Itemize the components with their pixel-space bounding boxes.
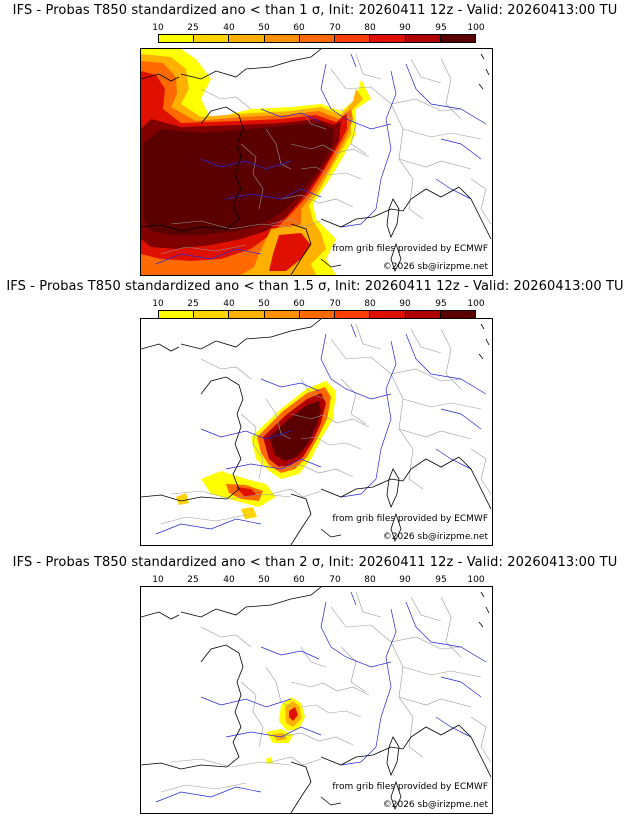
- legend-tick: 40: [223, 23, 235, 33]
- legend-tick: 100: [467, 23, 485, 33]
- legend-swatch: [264, 311, 300, 318]
- legend-swatch: [440, 35, 475, 42]
- legend-tick: 60: [293, 575, 305, 585]
- legend-tick: 50: [258, 23, 270, 33]
- data-credit: from grib files provided by ECMWF: [332, 514, 488, 524]
- probability-field: [141, 49, 371, 275]
- copyright-notice: ©2026 sb@irizpme.net: [382, 800, 488, 810]
- legend-tick: 80: [364, 23, 376, 33]
- legend-tick: 50: [258, 299, 270, 309]
- map-panel-2: IFS - Probas T850 standardized ano < tha…: [0, 276, 630, 552]
- legend-tick: 70: [329, 23, 341, 33]
- color-legend: 10 25 40 50 60 70 80 90 95 100: [152, 23, 485, 45]
- legend-swatch: [370, 311, 406, 318]
- map-canvas: [141, 49, 492, 275]
- legend-tick: 70: [329, 575, 341, 585]
- data-credit: from grib files provided by ECMWF: [332, 782, 488, 792]
- legend-tick: 90: [399, 299, 411, 309]
- map-canvas: [141, 319, 492, 545]
- legend-swatch: [194, 311, 230, 318]
- legend-tick: 50: [258, 575, 270, 585]
- legend-tick: 90: [399, 575, 411, 585]
- legend-tick: 90: [399, 23, 411, 33]
- map-panel-3: IFS - Probas T850 standardized ano < tha…: [0, 552, 630, 828]
- legend-tick: 10: [152, 575, 164, 585]
- legend-tick: 40: [223, 299, 235, 309]
- legend-tick: 95: [435, 299, 447, 309]
- legend-swatch: [159, 311, 195, 318]
- probability-field: [176, 381, 336, 519]
- panel-title: IFS - Probas T850 standardized ano < tha…: [12, 3, 618, 18]
- legend-swatch: [159, 35, 195, 42]
- legend-ticks: 10 25 40 50 60 70 80 90 95 100: [152, 299, 484, 309]
- panel-title: IFS - Probas T850 standardized ano < tha…: [12, 555, 618, 570]
- probability-map: from grib files provided by ECMWF ©2026 …: [140, 48, 493, 276]
- copyright-notice: ©2026 sb@irizpme.net: [382, 532, 488, 542]
- probability-map: from grib files provided by ECMWF ©2026 …: [140, 318, 493, 546]
- legend-swatch: [299, 311, 336, 318]
- map-panel-1: IFS - Probas T850 standardized ano < tha…: [0, 0, 630, 276]
- legend-tick: 60: [293, 23, 305, 33]
- data-credit: from grib files provided by ECMWF: [332, 244, 488, 254]
- legend-tick: 25: [187, 23, 199, 33]
- legend-tick: 10: [152, 299, 164, 309]
- map-canvas: [141, 587, 492, 813]
- panel-title: IFS - Probas T850 standardized ano < tha…: [6, 279, 624, 294]
- legend-tick: 100: [467, 299, 485, 309]
- legend-swatch: [370, 35, 406, 42]
- probability-field: [266, 697, 305, 764]
- legend-swatch: [229, 35, 265, 42]
- legend-swatch: [405, 35, 441, 42]
- legend-swatch: [299, 35, 336, 42]
- legend-tick: 10: [152, 23, 164, 33]
- legend-swatch: [194, 35, 230, 42]
- legend-tick: 80: [364, 575, 376, 585]
- legend-tick: 25: [187, 575, 199, 585]
- legend-tick: 70: [329, 299, 341, 309]
- copyright-notice: ©2026 sb@irizpme.net: [382, 262, 488, 272]
- legend-ticks: 10 25 40 50 60 70 80 90 95 100: [152, 23, 484, 33]
- legend-tick: 25: [187, 299, 199, 309]
- legend-tick: 95: [435, 23, 447, 33]
- legend-swatch: [405, 311, 441, 318]
- legend-tick: 100: [467, 575, 485, 585]
- legend-tick: 80: [364, 299, 376, 309]
- legend-tick: 60: [293, 299, 305, 309]
- legend-colorbar: [158, 34, 476, 43]
- legend-swatch: [264, 35, 300, 42]
- legend-swatch: [229, 311, 265, 318]
- legend-swatch: [440, 311, 475, 318]
- probability-map: from grib files provided by ECMWF ©2026 …: [140, 586, 493, 814]
- legend-tick: 95: [435, 575, 447, 585]
- legend-ticks: 10 25 40 50 60 70 80 90 95 100: [152, 575, 484, 585]
- legend-tick: 40: [223, 575, 235, 585]
- legend-swatch: [335, 311, 371, 318]
- legend-swatch: [335, 35, 371, 42]
